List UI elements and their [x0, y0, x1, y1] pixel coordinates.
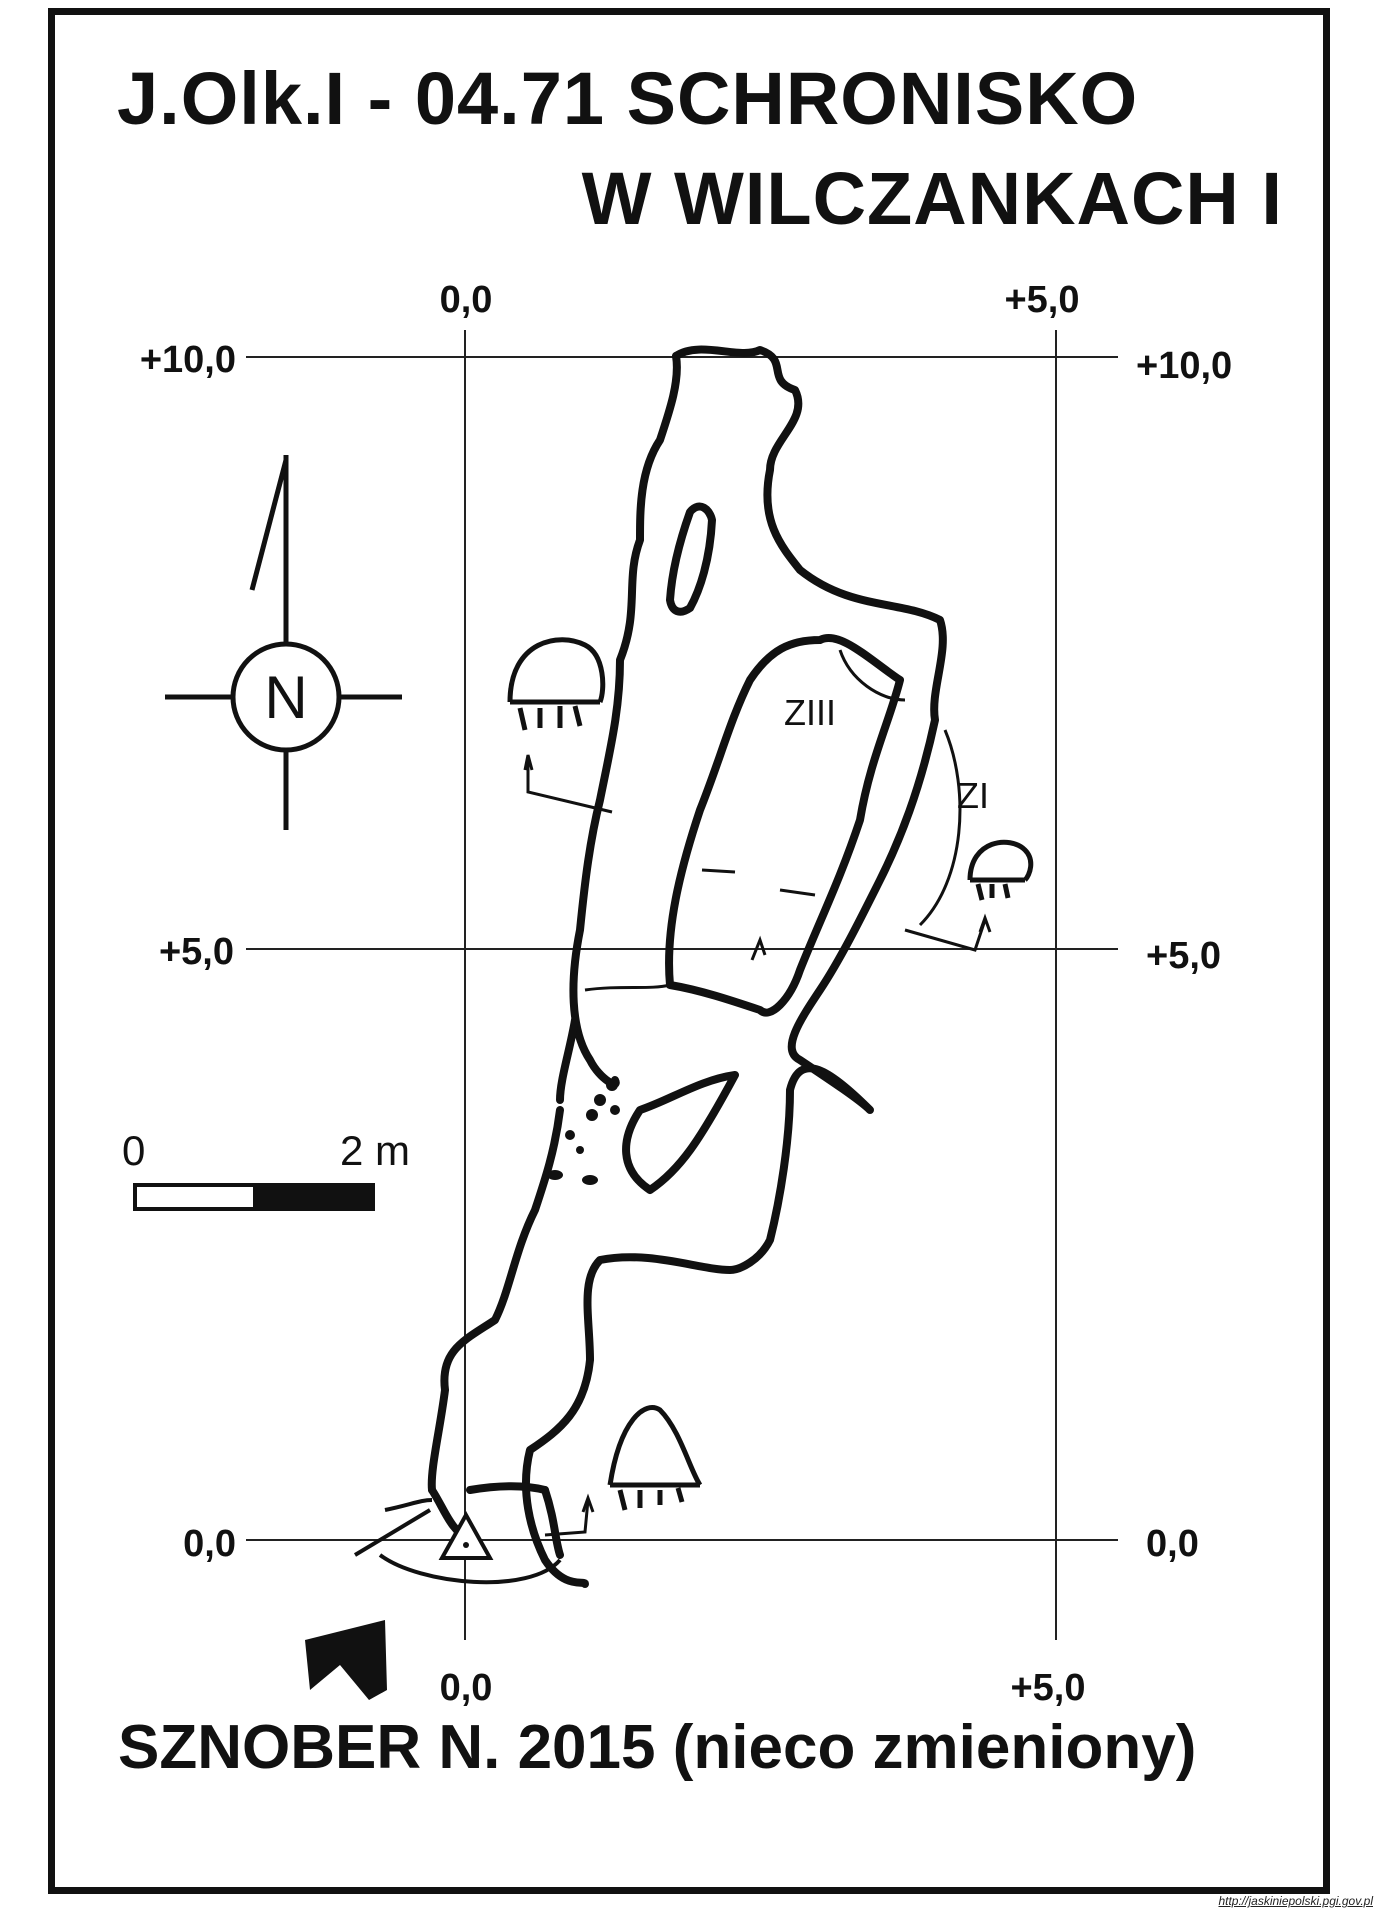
cave-outline: [427, 345, 947, 1588]
compass-letter: N: [264, 664, 307, 731]
grid-label-y5-right: +5,0: [1146, 935, 1221, 977]
grid-label-y10-right: +10,0: [1136, 345, 1232, 387]
grid-label-y5-left: +5,0: [159, 931, 234, 973]
profile-icon-entrance: [607, 1405, 703, 1511]
scale-bar: [133, 1183, 375, 1211]
map-frame: [48, 8, 1330, 1894]
profile-label-z3: ZIII: [784, 692, 836, 733]
grid-label-x0-top: 0,0: [440, 279, 493, 321]
rubble-symbols: [547, 1079, 620, 1185]
grid-label-x5-bottom: +5,0: [1010, 1667, 1085, 1709]
survey-station-icon: [438, 1510, 494, 1560]
profile-icon-z1: [967, 839, 1034, 901]
entrance-arrow-icon: [305, 1620, 387, 1700]
source-url-watermark: http://jaskiniepolski.pgi.gov.pl: [1218, 1894, 1373, 1908]
entrance-dripline: [353, 1498, 562, 1585]
coordinate-grid: [246, 330, 1118, 1640]
scale-bar-end-label: 2 m: [340, 1127, 410, 1174]
north-arrow-icon: [165, 455, 402, 830]
scale-bar-start-label: 0: [122, 1127, 145, 1174]
section-markers: [523, 649, 992, 1537]
cave-title-line-2: W WILCZANKACH I: [581, 157, 1283, 240]
grid-label-y0-right: 0,0: [1146, 1523, 1199, 1565]
grid-label-x5-top: +5,0: [1004, 279, 1079, 321]
profile-label-z1: ZI: [957, 775, 989, 816]
profile-icon-z3: [507, 637, 606, 731]
grid-label-y10-left: +10,0: [140, 339, 236, 381]
author-credit: SZNOBER N. 2015 (nieco zmieniony): [118, 1713, 1197, 1782]
grid-label-x0-bottom: 0,0: [440, 1667, 493, 1709]
cave-title-line-1: J.Olk.I - 04.71 SCHRONISKO: [117, 57, 1139, 140]
grid-label-y0-left: 0,0: [183, 1523, 236, 1565]
